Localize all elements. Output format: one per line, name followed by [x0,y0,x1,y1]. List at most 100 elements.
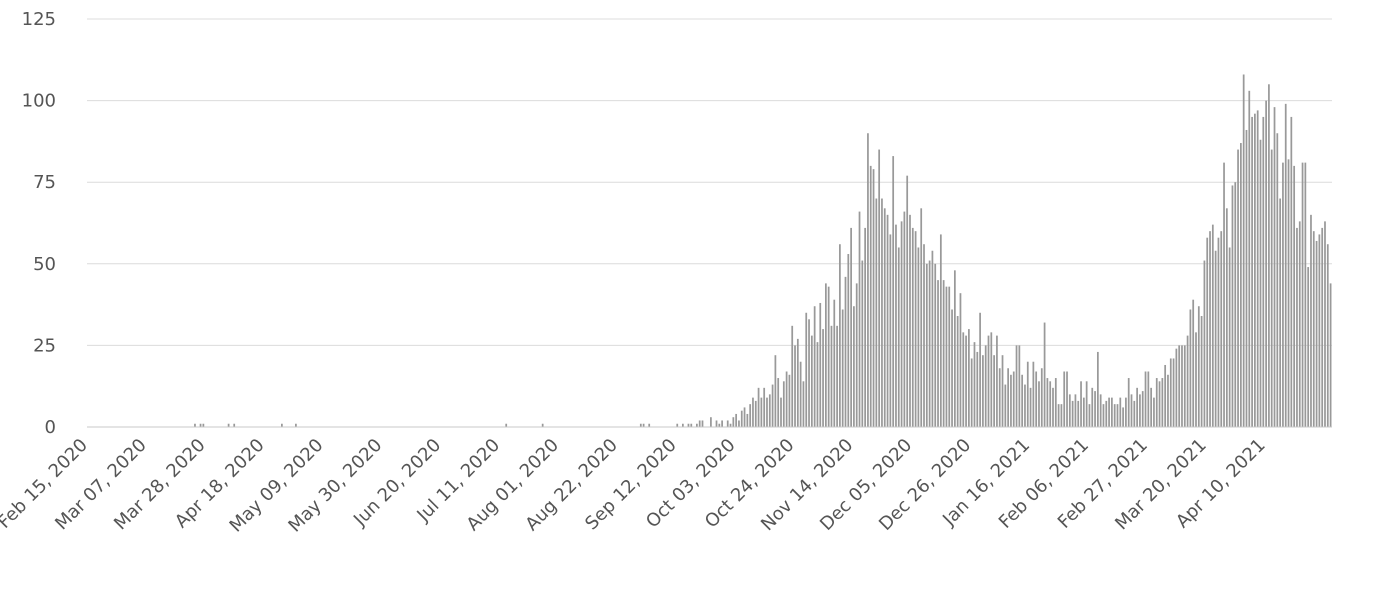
y-axis-ticks: 0 25 50 75 100 125 [22,9,56,438]
bar [1012,371,1015,427]
bar [1296,227,1298,427]
bar [1298,221,1301,427]
bar [982,355,984,427]
bar [754,400,757,427]
bar [1102,404,1105,427]
bar [1130,394,1133,427]
bar [752,397,754,427]
bar [757,387,760,427]
bar [813,306,816,427]
bar [858,211,861,427]
bar [794,345,796,427]
bar [1158,381,1161,427]
bar [962,332,965,427]
bar [839,244,841,427]
bar [906,175,909,427]
bar [1074,394,1077,427]
bar [735,413,738,427]
bar [1307,267,1310,427]
bar [281,423,283,427]
bar [766,397,768,427]
bar [1150,387,1153,427]
bar [1248,90,1251,427]
bar [687,423,690,427]
bar [934,263,937,427]
bar [1035,371,1038,427]
bar [1195,332,1197,427]
bar [1256,110,1259,427]
bar [690,423,693,427]
bar [867,133,869,428]
bar [1068,394,1071,427]
bar [1038,381,1040,427]
bar [1057,404,1060,427]
bar [825,283,827,427]
bar [1312,231,1315,427]
bar [1304,162,1307,427]
bar [732,417,735,427]
bar [897,247,900,427]
bar [1326,244,1329,427]
bar [1279,198,1281,427]
bar [1282,162,1284,427]
bar [886,214,889,427]
bar [850,227,852,427]
bar [917,247,920,427]
bar [810,335,813,427]
gridlines [87,18,1332,346]
bar [774,355,777,427]
bar [953,270,956,427]
bar [788,374,791,427]
bar [233,423,236,427]
bar [1004,384,1007,427]
bar [782,381,785,427]
bar [1203,260,1206,427]
bar [721,420,723,427]
bar [990,332,993,427]
bar [970,358,973,427]
bar [959,293,962,427]
bar [931,250,934,427]
bar [869,165,872,427]
bar [1315,240,1318,427]
bar [1060,404,1063,427]
bar [1189,309,1192,427]
bar [872,169,875,427]
bar [743,407,746,427]
bar [1197,306,1200,427]
bar [1200,316,1203,427]
bar [763,387,766,427]
bar [1136,387,1138,427]
bar [1192,299,1195,427]
y-tick-label: 125 [22,9,56,30]
bar [939,234,942,427]
bar [903,211,906,427]
bar [976,351,979,427]
bar [729,423,732,427]
bar [1164,364,1167,427]
bar [948,286,951,427]
bar [1077,400,1080,427]
y-tick-label: 100 [22,91,56,112]
bar [1211,224,1214,427]
bar [841,309,844,427]
bar [942,280,945,427]
bar [1265,100,1267,427]
bar [923,244,925,427]
bar [802,381,805,427]
bar [1116,404,1119,427]
bar [1094,391,1096,427]
bar [822,329,824,427]
bar [819,302,822,427]
bar [1119,397,1122,427]
bar [1153,397,1155,427]
bar [1175,348,1178,427]
bar [726,420,729,427]
bar [1262,116,1265,428]
bar [1254,113,1256,427]
bar [740,410,743,427]
y-tick-label: 0 [45,417,56,438]
